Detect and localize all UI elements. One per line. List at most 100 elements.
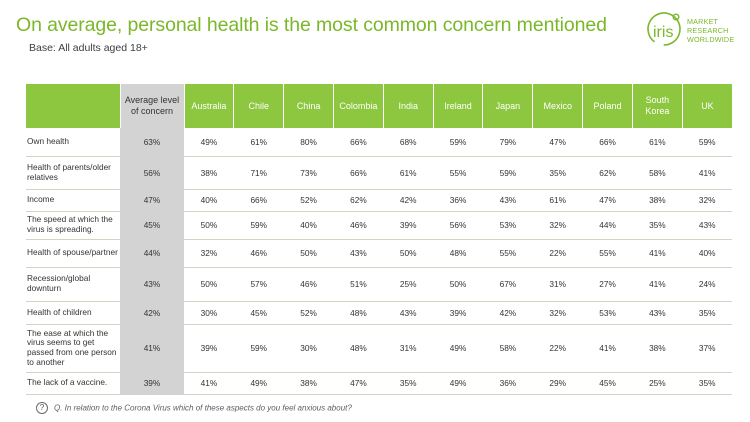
average-cell: 41% <box>120 324 184 373</box>
row-label: Own health <box>26 128 120 157</box>
value-cell: 38% <box>184 156 234 190</box>
value-cell: 37% <box>682 324 733 373</box>
value-cell: 52% <box>283 189 334 212</box>
value-cell: 43% <box>333 239 384 268</box>
table-row: The lack of a vaccine. 39% 41% 49% 38% 47% 35%… <box>26 372 733 395</box>
value-cell: 46% <box>233 239 284 268</box>
value-cell: 30% <box>283 324 334 373</box>
header-country: China <box>283 84 334 128</box>
value-cell: 62% <box>333 189 384 212</box>
value-cell: 41% <box>582 324 633 373</box>
value-cell: 66% <box>333 156 384 190</box>
value-cell: 43% <box>682 211 733 240</box>
header-country: Poland <box>582 84 633 128</box>
average-cell: 63% <box>120 128 184 157</box>
value-cell: 61% <box>632 128 683 157</box>
value-cell: 59% <box>682 128 733 157</box>
value-cell: 25% <box>632 372 683 395</box>
value-cell: 51% <box>333 267 384 302</box>
value-cell: 59% <box>233 211 284 240</box>
average-cell: 45% <box>120 211 184 240</box>
value-cell: 62% <box>582 156 633 190</box>
page-subtitle: Base: All adults aged 18+ <box>29 42 148 54</box>
value-cell: 32% <box>184 239 234 268</box>
header-country: India <box>383 84 434 128</box>
value-cell: 36% <box>433 189 483 212</box>
header-country: Australia <box>184 84 235 128</box>
value-cell: 32% <box>532 301 583 325</box>
table-row: Recession/global downturn 43% 50% 57% 46% 51%… <box>26 267 733 302</box>
value-cell: 59% <box>433 128 483 157</box>
value-cell: 66% <box>333 128 384 157</box>
value-cell: 40% <box>682 239 733 268</box>
value-cell: 22% <box>532 239 583 268</box>
average-cell: 39% <box>120 372 184 395</box>
value-cell: 57% <box>233 267 284 302</box>
value-cell: 71% <box>233 156 284 190</box>
value-cell: 39% <box>184 324 234 373</box>
table-row: Health of children 42% 30% 45% 52% 48% 43% 39% 4… <box>26 301 733 325</box>
table-row: Income 47% 40% 66% 52% 62% 42% 36% 43% 61% 47% 38% 3… <box>26 189 733 212</box>
value-cell: 66% <box>582 128 633 157</box>
value-cell: 61% <box>233 128 284 157</box>
value-cell: 61% <box>383 156 434 190</box>
iris-logo: iris MARKET RESEARCH WORLDWIDE <box>645 8 745 52</box>
value-cell: 50% <box>184 211 234 240</box>
table-row: Own health 63% 49% 61% 80% 66% 68% 59% 79% 47% 66%… <box>26 128 733 157</box>
header-country: Colombia <box>333 84 384 128</box>
table-row: The speed at which the virus is spreadin… <box>26 211 733 240</box>
value-cell: 67% <box>482 267 533 302</box>
row-label: Recession/global downturn <box>26 267 120 302</box>
value-cell: 35% <box>632 211 683 240</box>
value-cell: 39% <box>383 211 434 240</box>
value-cell: 35% <box>682 372 733 395</box>
table-row: Health of parents/older relatives 56% 38% 7… <box>26 156 733 190</box>
value-cell: 79% <box>482 128 533 157</box>
table-header-row: Average level of concern Australia Chile C… <box>26 84 733 128</box>
value-cell: 38% <box>283 372 334 395</box>
value-cell: 43% <box>632 301 683 325</box>
value-cell: 25% <box>383 267 434 302</box>
header-country: Japan <box>482 84 534 128</box>
value-cell: 61% <box>532 189 583 212</box>
header-country: Mexico <box>532 84 584 128</box>
logo-tagline: MARKET RESEARCH WORLDWIDE <box>687 17 734 44</box>
row-label: Health of children <box>26 301 120 325</box>
value-cell: 50% <box>283 239 334 268</box>
logo-line-3: WORLDWIDE <box>687 35 735 44</box>
value-cell: 40% <box>283 211 334 240</box>
row-label: The speed at which the virus is spreadin… <box>26 211 120 240</box>
header-country: Chile <box>233 84 285 128</box>
question-icon: ? <box>36 402 48 414</box>
value-cell: 59% <box>233 324 284 373</box>
value-cell: 42% <box>383 189 434 212</box>
concern-table-wrapper: Average level of concern Australia Chile C… <box>26 84 733 395</box>
value-cell: 50% <box>433 267 483 302</box>
value-cell: 47% <box>333 372 384 395</box>
average-cell: 42% <box>120 301 184 325</box>
row-label: Health of parents/older relatives <box>26 156 120 190</box>
header-average: Average level of concern <box>120 84 185 128</box>
value-cell: 48% <box>333 324 384 373</box>
value-cell: 41% <box>632 239 683 268</box>
value-cell: 46% <box>283 267 334 302</box>
value-cell: 47% <box>532 128 583 157</box>
question-footnote: ? Q. In relation to the Corona Virus whic… <box>36 402 352 414</box>
value-cell: 58% <box>482 324 533 373</box>
table-row: The ease at which the virus seems to get… <box>26 324 733 373</box>
value-cell: 38% <box>632 324 683 373</box>
value-cell: 32% <box>532 211 583 240</box>
value-cell: 31% <box>532 267 583 302</box>
concern-table: Average level of concern Australia Chile C… <box>26 84 733 395</box>
value-cell: 27% <box>582 267 633 302</box>
value-cell: 41% <box>184 372 234 395</box>
row-label: Health of spouse/partner <box>26 239 120 268</box>
value-cell: 41% <box>632 267 683 302</box>
value-cell: 42% <box>482 301 533 325</box>
value-cell: 53% <box>482 211 533 240</box>
logo-line-2: RESEARCH <box>687 26 729 35</box>
value-cell: 55% <box>482 239 533 268</box>
value-cell: 31% <box>383 324 434 373</box>
value-cell: 49% <box>233 372 284 395</box>
value-cell: 40% <box>184 189 234 212</box>
